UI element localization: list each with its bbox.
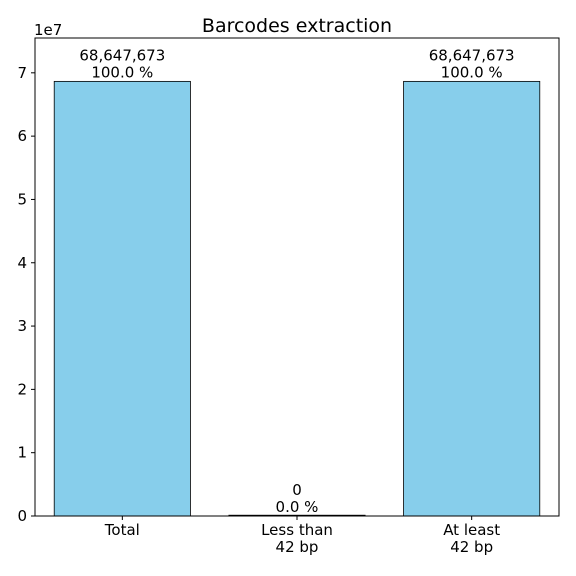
- y-tick-label-1: 1: [17, 444, 27, 462]
- bar-percent-label-0: 100.0 %: [91, 63, 153, 81]
- y-tick-label-0: 0: [17, 507, 27, 525]
- x-tick-label-2-0: At least: [443, 521, 500, 539]
- x-tick-label-0-0: Total: [104, 521, 140, 539]
- bar-value-label-1: 0: [292, 481, 302, 499]
- bar-2: [403, 80, 541, 517]
- bar-value-label-0: 68,647,673: [79, 46, 165, 64]
- y-tick-label-2: 2: [17, 380, 27, 398]
- y-axis: 0 1 2 3 4 5 6 7: [17, 64, 35, 525]
- bar-value-label-2: 68,647,673: [429, 46, 515, 64]
- x-tick-label-1-0: Less than: [261, 521, 333, 539]
- y-tick-label-4: 4: [17, 254, 27, 272]
- y-axis-scale-label: 1e7: [34, 21, 62, 39]
- y-tick-label-7: 7: [17, 64, 27, 82]
- bars-group: [53, 80, 541, 517]
- plot-frame: [34, 37, 560, 517]
- chart-title: Barcodes extraction: [202, 15, 392, 37]
- y-tick-label-6: 6: [17, 127, 27, 145]
- bar-percent-label-1: 0.0 %: [276, 498, 319, 516]
- bar-percent-label-2: 100.0 %: [441, 63, 503, 81]
- y-tick-label-3: 3: [17, 317, 27, 335]
- x-tick-label-1-1: 42 bp: [276, 538, 319, 556]
- x-tick-label-2-1: 42 bp: [450, 538, 493, 556]
- bar-0: [53, 80, 191, 517]
- y-tick-label-5: 5: [17, 190, 27, 208]
